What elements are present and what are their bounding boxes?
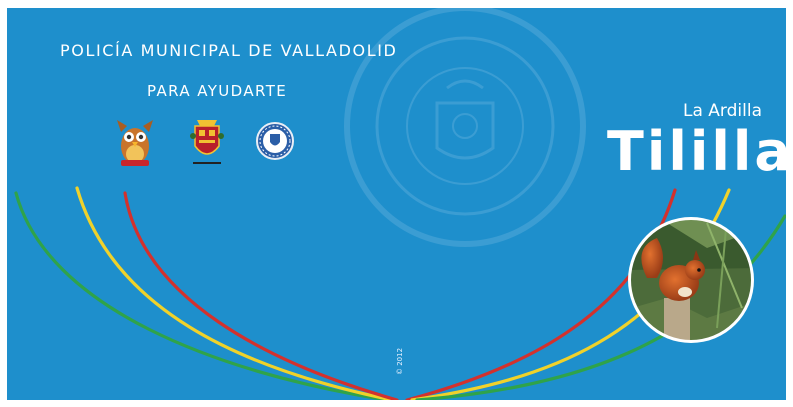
ribbon-yellow-left (75, 186, 394, 400)
cover-heading: POLICÍA MUNICIPAL DE VALLADOLID (60, 41, 398, 60)
ribbon-red-left (123, 191, 399, 400)
title-small: La Ardilla (683, 101, 762, 121)
year-mark: © 2012 (396, 347, 404, 375)
valladolid-coat-of-arms-icon (190, 120, 224, 164)
cover-subheading: PARA AYUDARTE (147, 82, 288, 100)
watermark-seal (344, 8, 586, 247)
title-large: Tililla (607, 120, 786, 183)
squirrel-photo (628, 217, 754, 343)
ribbons-left (14, 186, 399, 400)
ribbon-green-left (14, 191, 389, 400)
cover-background (7, 8, 786, 400)
cover-artwork (7, 8, 786, 400)
owl-mascot-icon (117, 120, 153, 166)
cover: POLICÍA MUNICIPAL DE VALLADOLID PARA AYU… (7, 8, 786, 400)
police-badge-icon (256, 122, 294, 160)
